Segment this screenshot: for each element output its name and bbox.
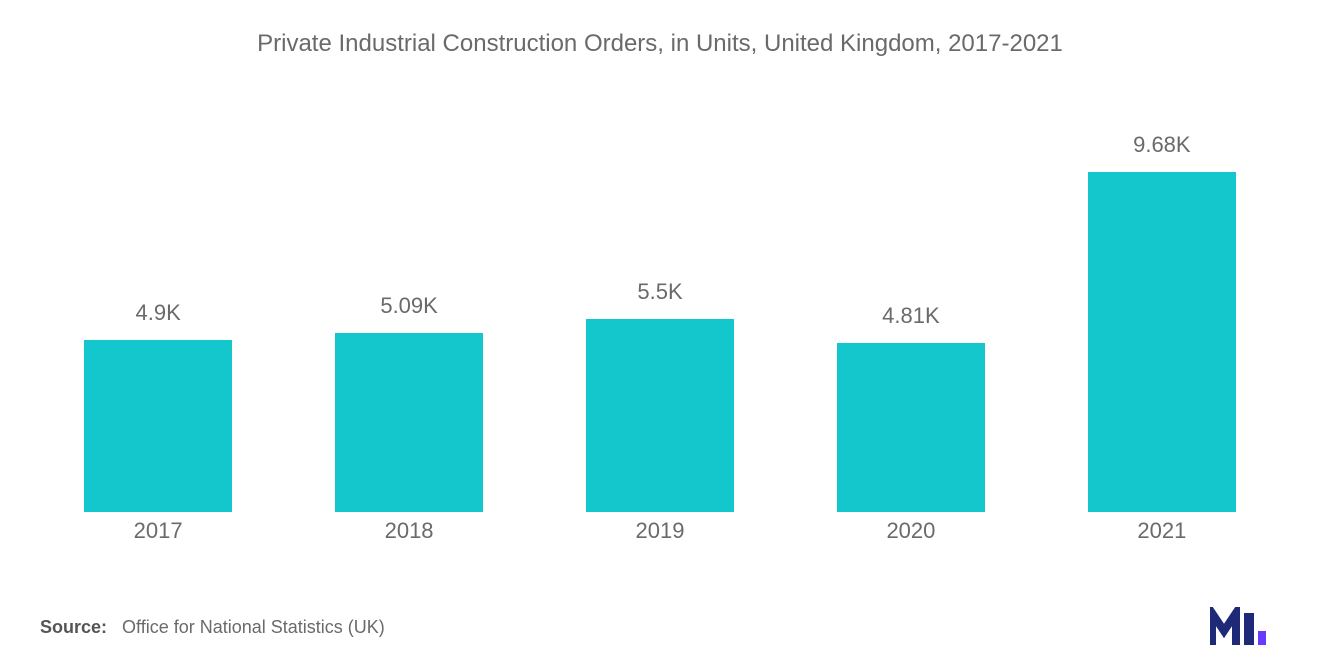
- source-key: Source:: [40, 617, 107, 637]
- source-value: Office for National Statistics (UK): [122, 617, 385, 637]
- x-axis-label: 2017: [48, 512, 268, 544]
- bar-rect: [84, 340, 232, 512]
- x-axis-label: 2021: [1052, 512, 1272, 544]
- bar-rect: [837, 343, 985, 512]
- bar-slot: 4.81K: [801, 303, 1021, 512]
- x-axis-label: 2019: [550, 512, 770, 544]
- source-line: Source: Office for National Statistics (…: [40, 617, 385, 638]
- plot-area: 4.9K 5.09K 5.5K 4.81K 9.68K 2017 2018: [48, 88, 1272, 548]
- bar-slot: 5.5K: [550, 279, 770, 512]
- bar-value-label: 4.9K: [136, 300, 181, 326]
- x-axis-label: 2018: [299, 512, 519, 544]
- bar-rect: [1088, 172, 1236, 512]
- bar-value-label: 4.81K: [882, 303, 940, 329]
- chart-footer: Source: Office for National Statistics (…: [40, 607, 1280, 647]
- bar-value-label: 9.68K: [1133, 132, 1191, 158]
- bar-value-label: 5.09K: [380, 293, 438, 319]
- bar-slot: 5.09K: [299, 293, 519, 512]
- chart-container: Private Industrial Construction Orders, …: [0, 0, 1320, 665]
- bar-value-label: 5.5K: [637, 279, 682, 305]
- bar-rect: [586, 319, 734, 512]
- bar-slot: 9.68K: [1052, 132, 1272, 512]
- brand-logo-icon: [1210, 607, 1280, 647]
- x-axis-label: 2020: [801, 512, 1021, 544]
- chart-title: Private Industrial Construction Orders, …: [40, 30, 1280, 58]
- bars-row: 4.9K 5.09K 5.5K 4.81K 9.68K: [48, 112, 1272, 512]
- x-axis-labels: 2017 2018 2019 2020 2021: [48, 512, 1272, 548]
- bar-slot: 4.9K: [48, 300, 268, 512]
- bar-rect: [335, 333, 483, 512]
